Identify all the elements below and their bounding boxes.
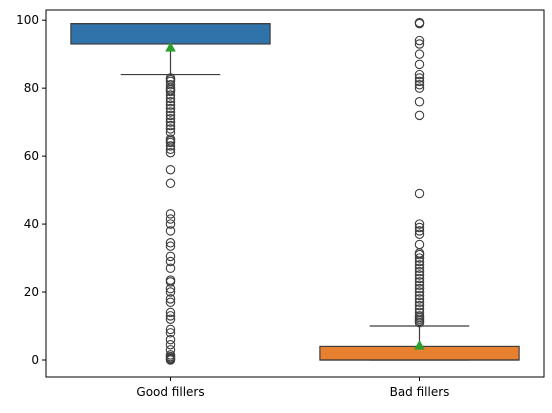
outlier-point [165,287,176,297]
outlier-point [414,69,425,80]
mean-marker [165,41,176,52]
outlier-point [165,147,176,158]
outlier-point [165,214,176,224]
outlier-point [165,110,176,121]
outlier-point [165,345,176,355]
outlier-point [414,311,425,321]
outlier-point [414,290,425,301]
outlier-point [414,226,425,236]
outlier-point [165,134,176,144]
outlier-point [414,253,425,263]
outlier-point [165,241,176,251]
outlier-point [165,339,176,350]
y-tick-label: 100 [16,13,39,27]
y-tick-label: 20 [24,285,39,299]
outlier-point [414,219,425,229]
outlier-point [165,314,176,324]
outlier-point [414,17,425,28]
outlier-point [414,297,425,307]
outlier-point [165,90,176,100]
box-good-fillers [70,22,271,365]
outlier-point [165,256,176,267]
outlier-point [165,251,176,262]
plot-frame [45,9,545,378]
outlier-point [165,328,176,338]
box-bad-fillers [319,17,520,361]
outlier-point [414,283,425,294]
outlier-point [414,239,425,250]
mean-marker [414,339,425,350]
outlier-point [414,59,425,70]
outlier-point [414,294,425,304]
outlier-point [165,307,176,318]
x-tick-label: Bad fillers [390,385,450,399]
outlier-point [165,73,176,83]
y-axis: 0 20 40 60 80 100 [16,13,46,367]
outlier-point [165,350,176,360]
outlier-point [414,304,425,314]
outlier-point [414,270,425,280]
outlier-point [414,110,425,121]
outlier-point [414,280,425,290]
outlier-point [165,141,176,151]
outlier-point [414,83,425,93]
outlier-point [165,219,176,229]
outlier-point [414,35,425,46]
x-axis: Good fillers Bad fillers [136,377,449,399]
outlier-point [414,307,425,318]
outlier-point [165,97,176,107]
outlier-point [414,260,425,270]
box-iqr [70,22,271,45]
box-series [70,17,520,365]
outlier-point [414,76,425,87]
outlier-point [165,127,176,138]
outlier-point [165,100,176,110]
outlier-point [165,120,176,131]
outlier-point [414,273,425,284]
outlier-point [165,324,176,335]
outlier-point [165,80,176,90]
outlier-point [165,294,176,304]
y-tick-label: 80 [24,81,39,95]
y-tick-label: 60 [24,149,39,163]
outlier-point [165,124,176,134]
outlier-point [165,297,176,307]
outlier-point [165,113,176,124]
outlier-point [165,334,176,345]
outlier-point [414,188,425,199]
outlier-point [414,97,425,107]
outlier-point [414,73,425,83]
outlier-point [165,311,176,321]
outlier-point [165,226,176,236]
outlier-point [165,238,176,248]
y-tick-label: 0 [31,353,39,367]
outlier-point [165,107,176,117]
outlier-point [414,229,425,240]
outlier-point [414,300,425,311]
outlier-point [414,49,425,59]
outlier-point [165,209,176,219]
x-tick-label: Good fillers [136,385,204,399]
outlier-point [165,103,176,114]
outlier-point [414,266,425,277]
outlier-point [165,164,176,175]
outlier-point [414,80,425,90]
y-tick-label: 40 [24,217,39,231]
outlier-point [165,178,176,189]
outlier-point [414,263,425,274]
outlier-point [165,275,176,285]
outlier-point [414,39,425,49]
outlier-point [414,277,425,287]
outlier-point [414,287,425,297]
outlier-point [165,263,176,274]
outlier-point [165,117,176,127]
outlier-point [414,222,425,233]
